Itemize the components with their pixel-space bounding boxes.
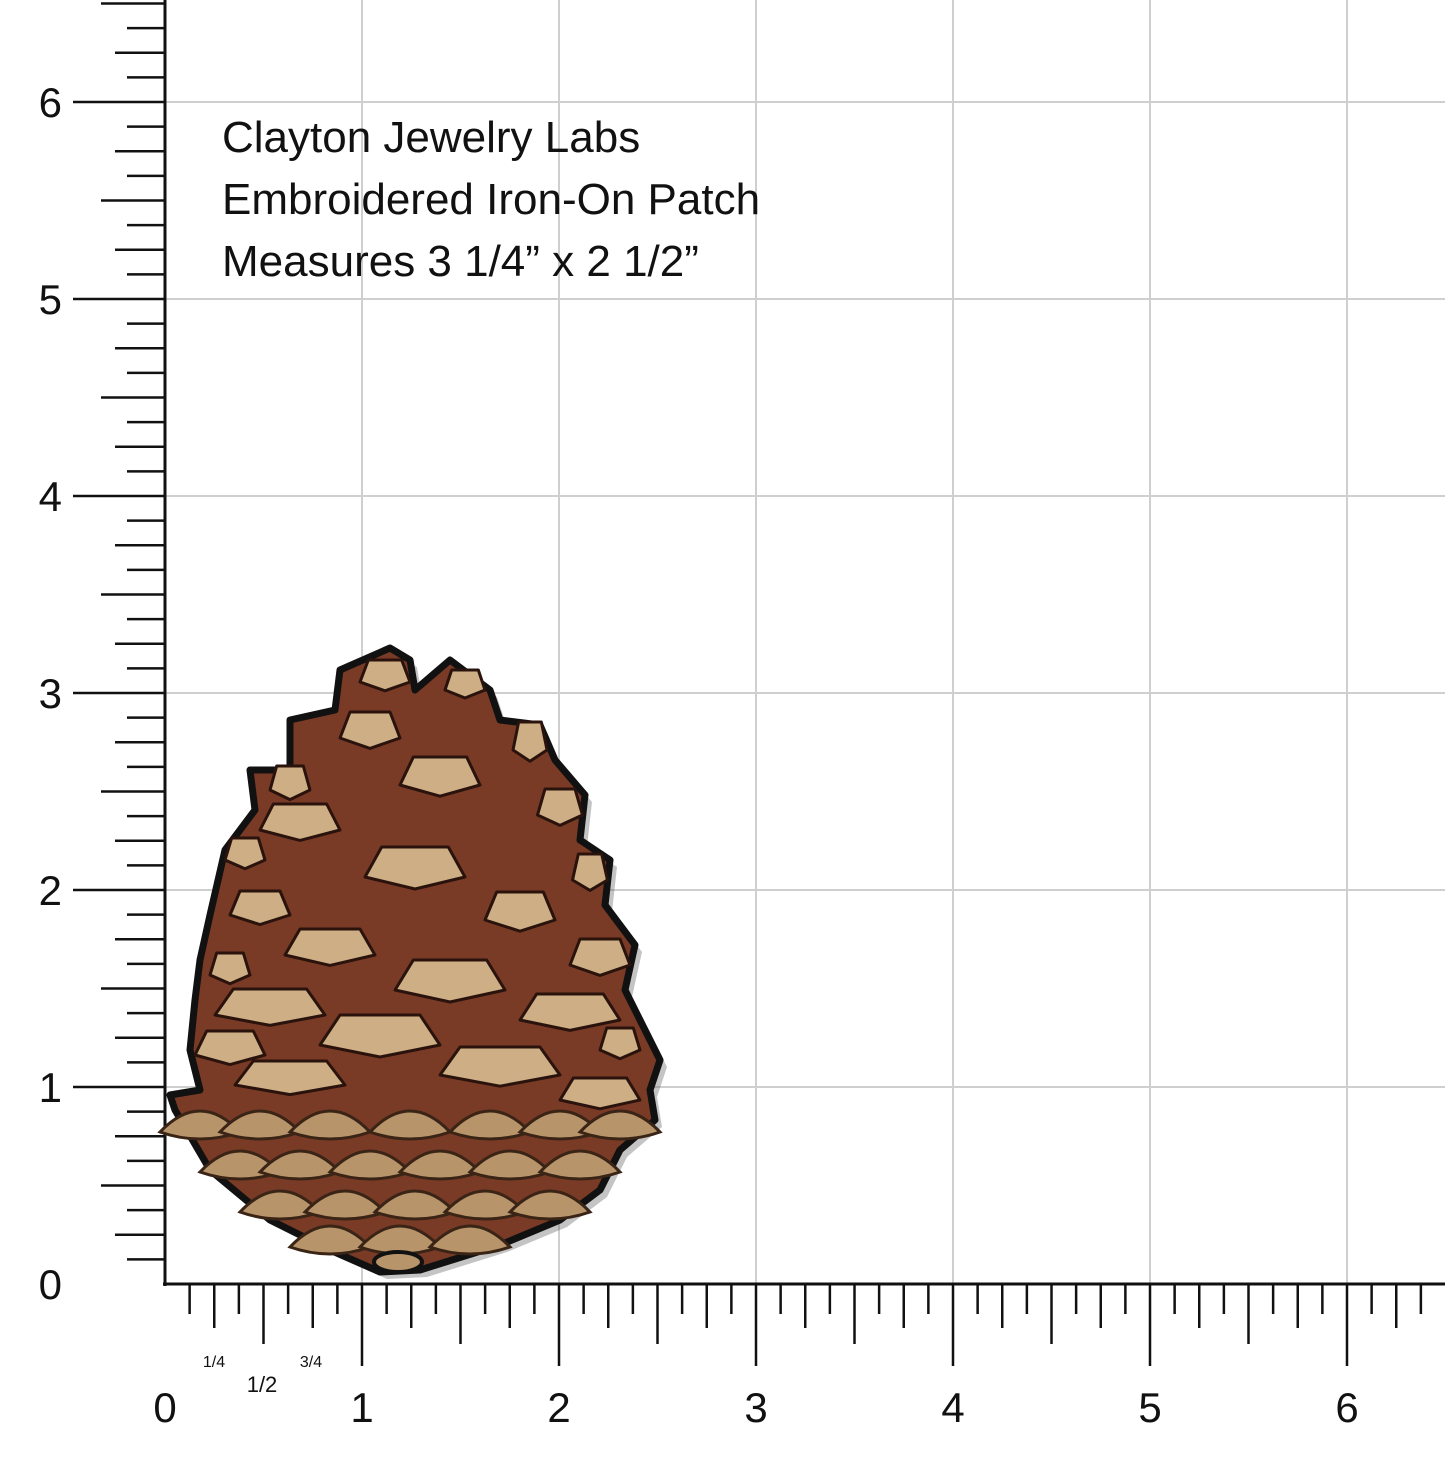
x-ruler-label: 6 xyxy=(1335,1384,1358,1431)
scale xyxy=(208,951,252,986)
fraction-label: 1/2 xyxy=(247,1372,278,1397)
scale xyxy=(598,1026,642,1061)
scale xyxy=(193,1029,267,1067)
caption-line: Clayton Jewelry Labs xyxy=(222,113,640,162)
scale xyxy=(268,764,312,802)
scale xyxy=(398,755,482,798)
x-ruler-label: 4 xyxy=(941,1384,964,1431)
scale xyxy=(571,852,609,892)
scale xyxy=(536,787,584,827)
fraction-label: 3/4 xyxy=(300,1354,322,1371)
scale xyxy=(483,890,557,933)
caption-line: Measures 3 1/4” x 2 1/2” xyxy=(222,237,699,286)
base-scale xyxy=(537,1149,623,1181)
y-ruler-label: 2 xyxy=(39,867,62,914)
scale xyxy=(233,1059,347,1097)
x-ruler-label: 3 xyxy=(744,1384,767,1431)
scale xyxy=(518,992,622,1032)
scales xyxy=(157,658,663,1274)
scale xyxy=(228,889,292,927)
base-scale xyxy=(577,1109,663,1141)
scale xyxy=(258,802,342,842)
y-ruler-label: 5 xyxy=(39,276,62,323)
y-ruler-label: 0 xyxy=(39,1261,62,1308)
scale xyxy=(338,710,402,750)
x-ruler-label: 2 xyxy=(547,1384,570,1431)
scale xyxy=(443,668,487,700)
scale xyxy=(318,1013,442,1059)
labels: 0 1 2 3 4 5 6 0 1 2 3 4 5 6 1/4 1/2 3/4 xyxy=(39,79,1359,1431)
x-ruler-label: 1 xyxy=(350,1384,373,1431)
scale xyxy=(558,1076,642,1111)
scale xyxy=(511,720,549,763)
scale xyxy=(393,958,507,1004)
y-ruler-label: 3 xyxy=(39,670,62,717)
x-ruler-label: 0 xyxy=(153,1384,176,1431)
base-scale xyxy=(507,1189,593,1221)
scale xyxy=(568,937,632,977)
fraction-label: 1/4 xyxy=(203,1354,225,1371)
y-ruler-label: 1 xyxy=(39,1064,62,1111)
pine-cone-patch xyxy=(157,644,667,1279)
caption-line: Embroidered Iron-On Patch xyxy=(222,175,760,224)
cone-stem xyxy=(372,1250,424,1274)
scale xyxy=(358,658,412,693)
grid xyxy=(73,0,1445,1366)
scale xyxy=(363,845,467,891)
scale xyxy=(283,927,377,967)
x-ruler-label: 5 xyxy=(1138,1384,1161,1431)
scale xyxy=(213,987,327,1027)
scale xyxy=(438,1045,562,1088)
base-scale xyxy=(427,1224,513,1256)
y-ruler-label: 4 xyxy=(39,473,62,520)
scale xyxy=(223,836,267,871)
y-ruler-label: 6 xyxy=(39,79,62,126)
